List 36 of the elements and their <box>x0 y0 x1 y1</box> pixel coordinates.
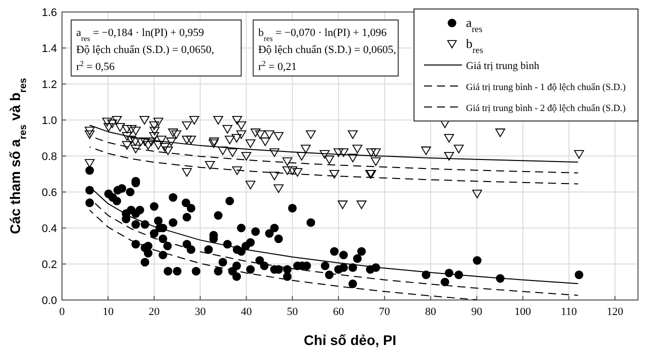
annotation: r$^{2}$ = 0,21 <box>258 58 297 73</box>
x-tick-label: 50 <box>286 306 298 318</box>
annotation: Độ lệch chuẩn (S.D.) = 0,0605, <box>258 44 396 56</box>
legend-label: Giá trị trung bình - 2 độ lệch chuẩn (S.D.) <box>466 104 626 114</box>
legend-label: b$_{res}$ <box>466 36 484 55</box>
y-tick-label: 1.4 <box>42 43 57 55</box>
x-tick-label: 110 <box>560 306 578 318</box>
legend-label: Giá trị trung bình - 1 độ lệch chuẩn (S.D.) <box>466 83 626 93</box>
x-tick-label: 70 <box>379 306 391 318</box>
annotation: b$_{res}$ = −0,070 · ln(PI) + 1,096 <box>258 27 388 42</box>
x-tick-label: 60 <box>332 306 344 318</box>
x-tick-label: 0 <box>59 306 66 318</box>
x-axis-title: Chỉ số dẻo, PI <box>304 332 396 348</box>
x-tick-label: 80 <box>425 306 437 318</box>
y-tick-label: 0.8 <box>42 151 57 163</box>
x-tick-label: 100 <box>514 306 532 318</box>
x-tick-label: 120 <box>606 306 624 318</box>
x-tick-label: 30 <box>194 306 206 318</box>
y-tick-label: 1.0 <box>42 115 57 127</box>
legend-label: Giá trị trung bình <box>466 61 540 72</box>
x-tick-label: 40 <box>240 306 252 318</box>
y-tick-label: 1.6 <box>42 7 57 19</box>
x-tick-label: 90 <box>471 306 483 318</box>
legend-label: a$_{res}$ <box>466 15 483 34</box>
y-tick-label: 0.4 <box>42 223 57 235</box>
y-tick-label: 0.0 <box>42 295 57 307</box>
y-tick-label: 0.2 <box>42 259 57 271</box>
x-tick-label: 10 <box>102 306 114 318</box>
y-tick-label: 1.2 <box>42 79 57 91</box>
line-series <box>89 146 579 184</box>
y-tick-label: 0.6 <box>42 187 57 199</box>
x-tick-label: 20 <box>148 306 160 318</box>
line-series <box>89 210 478 300</box>
annotation: a$_{res}$ = −0,184 · ln(PI) + 0,959 <box>76 27 205 42</box>
annotation: Độ lệch chuẩn (S.D.) = 0,0650, <box>76 44 214 56</box>
annotation: r$^{2}$ = 0,56 <box>76 58 116 73</box>
